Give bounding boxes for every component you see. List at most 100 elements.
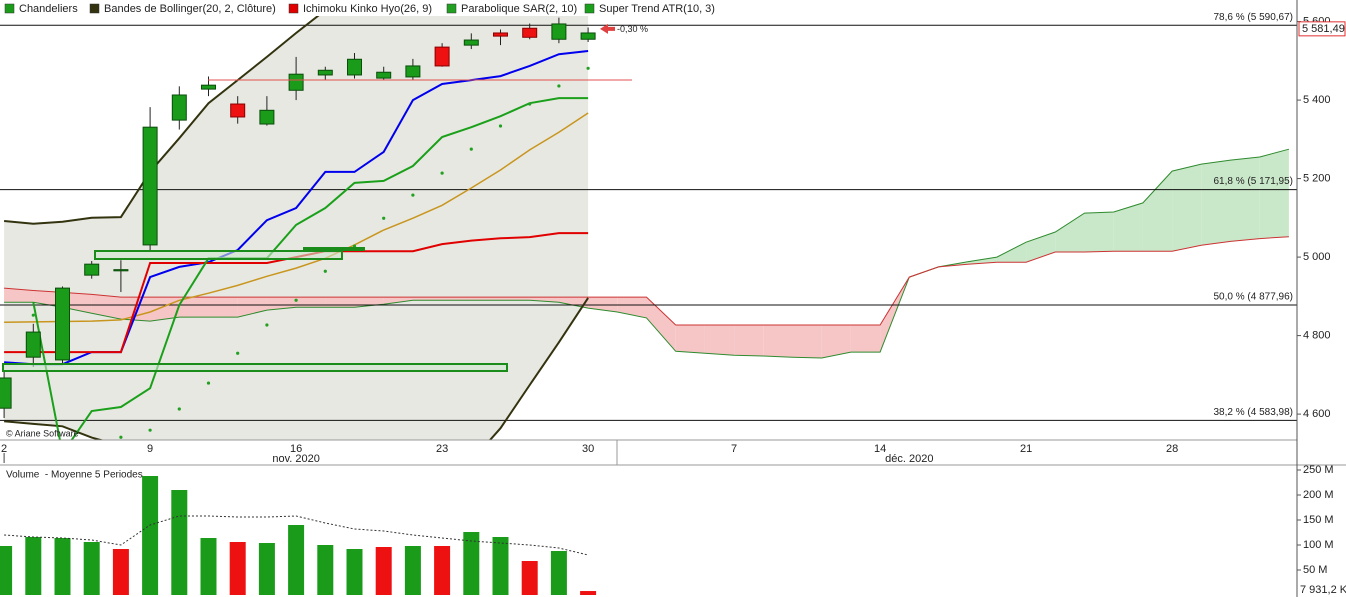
candle-body — [142, 126, 158, 246]
cloud — [4, 288, 34, 303]
sar-dot — [236, 351, 240, 355]
legend-label: Ichimoku Kinko Hyo(26, 9) — [303, 3, 432, 15]
x-tick-label: 23 — [436, 443, 448, 455]
cloud — [471, 297, 501, 301]
legend-swatch — [446, 3, 457, 14]
volume-bar — [580, 591, 597, 595]
legend-swatch — [89, 3, 100, 14]
sar-dot — [148, 428, 152, 432]
cloud — [412, 297, 443, 301]
sar-dot — [498, 124, 503, 128]
change-arrow — [600, 23, 615, 34]
sar-dot — [177, 407, 181, 411]
zone — [94, 250, 343, 260]
cloud — [1055, 213, 1085, 252]
candle-body — [84, 263, 100, 276]
zone — [2, 363, 508, 372]
cloud — [325, 297, 355, 308]
span-a — [4, 148, 1290, 359]
volume-ma — [4, 515, 589, 556]
volume-bar — [346, 549, 363, 595]
cloud — [266, 297, 297, 311]
candle-body — [551, 23, 567, 40]
sar-dot — [31, 313, 35, 317]
month-label: déc. 2020 — [885, 453, 933, 465]
cloud — [704, 324, 735, 356]
sar-dot — [528, 102, 532, 106]
candle-body — [288, 73, 304, 91]
sar-dot — [586, 66, 590, 70]
cloud — [179, 297, 209, 318]
cloud — [1026, 231, 1056, 263]
x-tick-label: 28 — [1166, 443, 1178, 455]
sar-dot — [382, 216, 386, 220]
candle-body — [405, 65, 421, 78]
cloud — [821, 324, 851, 358]
legend-label: Bandes de Bollinger(20, 2, Clôture) — [104, 3, 276, 15]
change-label: -0,30 % — [617, 24, 648, 34]
price-panel — [0, 0, 1297, 440]
candle-body — [259, 109, 275, 125]
legend-label: Chandeliers — [19, 3, 78, 15]
x-tick-label: 16 — [290, 443, 302, 455]
sar-dot — [411, 193, 415, 197]
y-tick-label: 5 200 — [1303, 172, 1331, 184]
volume-bar — [550, 551, 567, 595]
volume-bar — [200, 538, 217, 595]
volume-bar — [112, 549, 129, 595]
bollinger-upper — [4, 0, 342, 225]
sar-dot — [265, 323, 269, 327]
y-tick-label: 5 000 — [1303, 251, 1331, 263]
legend-swatch — [584, 3, 595, 14]
cloud — [208, 297, 238, 318]
volume-bar — [258, 543, 275, 595]
volume-bar — [0, 546, 13, 595]
overlay: -0,30 % © Ariane Software Chandeliers Bande… — [0, 0, 720, 438]
x-tick-label: 2 — [1, 443, 7, 455]
y-tick-label: 4 600 — [1303, 408, 1331, 420]
legend-swatch — [288, 3, 299, 14]
month-label: nov. 2020 — [272, 453, 320, 465]
volume-bar — [54, 538, 71, 595]
volume-title: Volume - Moyenne 5 Periodes — [6, 470, 143, 481]
volume-bar — [492, 537, 509, 595]
sar-dot — [352, 244, 357, 248]
x-tick-label: 7 — [731, 443, 737, 455]
volume-bar — [142, 476, 159, 595]
cloud — [617, 297, 647, 318]
sar-dot — [469, 147, 473, 151]
sar-dot — [557, 84, 561, 88]
candle-body — [347, 58, 362, 76]
candle-body — [317, 69, 333, 76]
x-tick-label: 30 — [582, 443, 594, 455]
y-tick-label: 100 M — [1303, 539, 1334, 551]
candle-body — [376, 71, 392, 79]
volume-bar — [288, 525, 305, 595]
sar-dot — [294, 298, 298, 302]
supertrend — [32, 97, 589, 440]
cloud — [1142, 171, 1173, 252]
volume-bar — [25, 537, 42, 595]
volume-bar — [317, 545, 334, 595]
cloud — [996, 242, 1027, 263]
candle-body — [55, 287, 70, 361]
y-tick-label: 200 M — [1303, 489, 1334, 501]
sar-dot — [323, 269, 327, 273]
cloud — [646, 297, 676, 352]
candle-body — [493, 32, 508, 37]
cloud — [91, 294, 121, 320]
volume-bar — [171, 490, 188, 595]
y-tick-label: 250 M — [1303, 464, 1334, 476]
legend-swatch — [4, 3, 15, 14]
sar-dot — [119, 435, 123, 439]
cloud — [237, 297, 267, 318]
candle-body — [522, 27, 538, 38]
fib-label: 61,8 % (5 171,95) — [1214, 176, 1294, 187]
candle-body — [463, 39, 479, 46]
y-tick-label: 150 M — [1303, 514, 1334, 526]
volume-bar — [404, 546, 421, 595]
candle-body — [0, 377, 12, 409]
cloud — [763, 324, 793, 358]
last-price-label: 5 581,49 — [1302, 23, 1345, 35]
